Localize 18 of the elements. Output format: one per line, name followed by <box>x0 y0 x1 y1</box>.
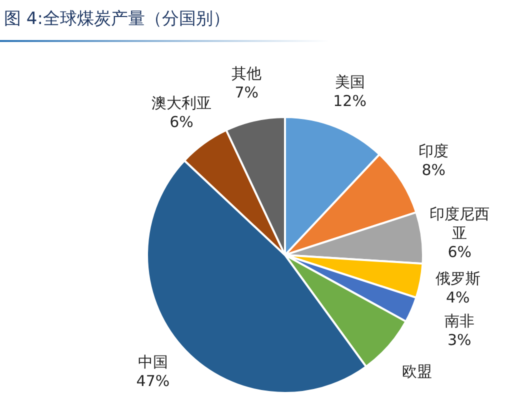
data-label: 47% <box>136 372 170 390</box>
slice-label: 中国 <box>138 352 168 371</box>
slice-label: 澳大利亚 <box>152 94 212 112</box>
data-label: 4% <box>446 288 470 306</box>
data-label: 3% <box>447 330 472 349</box>
data-label: 8% <box>422 161 446 180</box>
data-label: 6% <box>170 113 194 132</box>
slice-label: 其他 <box>232 64 262 83</box>
slice-label: 美国 <box>334 72 365 91</box>
chart-title: 图 4:全球煤炭产量（分国别） <box>4 9 230 29</box>
slice-label: 俄罗斯 <box>435 269 480 288</box>
data-label: 12% <box>333 92 366 110</box>
data-label: 6% <box>448 242 472 261</box>
slice-label: 南非 <box>444 312 474 330</box>
slice-label: 印度尼西亚 <box>430 204 490 242</box>
data-label: 7% <box>234 84 259 102</box>
slice-label: 印度 <box>418 142 449 160</box>
slice-label: 欧盟 <box>402 362 432 380</box>
